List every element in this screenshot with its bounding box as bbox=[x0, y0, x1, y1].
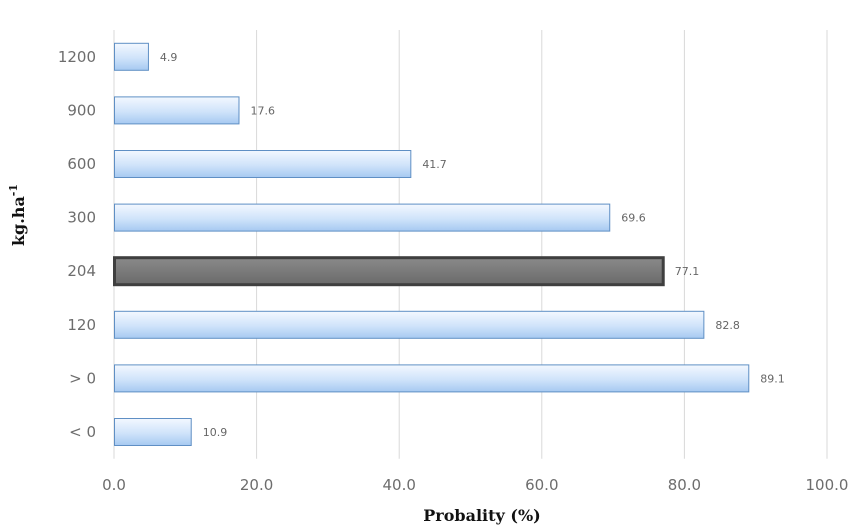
bar bbox=[114, 364, 750, 393]
data-label: 4.9 bbox=[160, 51, 178, 64]
y-tick-label: 1200 bbox=[58, 48, 96, 66]
data-label: 10.9 bbox=[203, 426, 228, 439]
data-label: 77.1 bbox=[675, 265, 700, 278]
x-axis-title: Probality (%) bbox=[423, 506, 540, 525]
bar bbox=[114, 42, 149, 71]
bar-highlighted bbox=[113, 256, 665, 287]
data-label: 69.6 bbox=[621, 212, 646, 225]
x-tick-label: 60.0 bbox=[525, 476, 558, 494]
bar bbox=[114, 310, 705, 339]
data-label: 89.1 bbox=[760, 372, 785, 385]
y-axis-title-superscript: -1 bbox=[7, 184, 20, 196]
y-axis-tick-labels: 1200 900 600 300 204 120 > 0 < 0 bbox=[58, 48, 96, 441]
y-axis-title: kg.ha-1 bbox=[7, 184, 28, 246]
x-axis-tick-labels: 0.0 20.0 40.0 60.0 80.0 100.0 bbox=[102, 476, 848, 494]
data-labels: 4.9 17.6 41.7 69.6 77.1 82.8 89.1 10.9 bbox=[160, 51, 785, 439]
data-label: 82.8 bbox=[715, 319, 740, 332]
x-tick-label: 20.0 bbox=[240, 476, 273, 494]
bar bbox=[114, 203, 611, 232]
y-tick-label: 900 bbox=[67, 101, 96, 119]
x-tick-label: 40.0 bbox=[382, 476, 415, 494]
y-tick-label: < 0 bbox=[69, 423, 96, 441]
data-label: 17.6 bbox=[250, 104, 275, 117]
bar bbox=[114, 96, 240, 125]
data-label: 41.7 bbox=[422, 158, 447, 171]
bars bbox=[113, 42, 750, 446]
y-axis-title-main: kg.ha bbox=[9, 196, 28, 246]
y-tick-label: 204 bbox=[67, 262, 96, 280]
grid-lines bbox=[113, 30, 828, 459]
bar bbox=[114, 150, 412, 178]
x-tick-label: 80.0 bbox=[668, 476, 701, 494]
bar bbox=[114, 418, 192, 446]
y-tick-label: 600 bbox=[67, 155, 96, 173]
y-tick-label: 300 bbox=[67, 209, 96, 227]
x-tick-label: 0.0 bbox=[102, 476, 126, 494]
y-tick-label: > 0 bbox=[69, 369, 96, 387]
y-tick-label: 120 bbox=[67, 316, 96, 334]
x-tick-label: 100.0 bbox=[806, 476, 849, 494]
